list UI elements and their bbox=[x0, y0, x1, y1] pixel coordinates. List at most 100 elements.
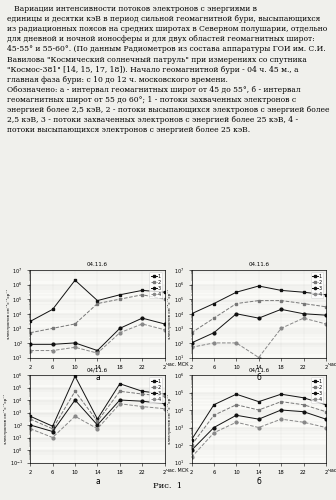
2 bbox=[118, 296, 122, 302]
3 bbox=[257, 416, 261, 422]
2 bbox=[279, 398, 283, 404]
3 bbox=[28, 342, 32, 347]
1 bbox=[324, 292, 328, 298]
3 bbox=[324, 416, 328, 422]
3 bbox=[95, 422, 99, 428]
3 bbox=[234, 310, 238, 317]
Line: 3: 3 bbox=[190, 408, 327, 452]
3 bbox=[279, 306, 283, 312]
3 bbox=[190, 340, 194, 346]
3 bbox=[73, 397, 77, 403]
2 bbox=[212, 315, 216, 321]
3 bbox=[163, 401, 167, 407]
4 bbox=[301, 419, 305, 425]
1 bbox=[212, 300, 216, 306]
Line: 2: 2 bbox=[190, 299, 327, 334]
1 bbox=[140, 388, 144, 394]
1 bbox=[279, 288, 283, 294]
4 bbox=[73, 344, 77, 350]
Line: 2: 2 bbox=[190, 400, 327, 446]
1 bbox=[51, 306, 55, 312]
Line: 1: 1 bbox=[190, 284, 327, 315]
2 bbox=[234, 300, 238, 306]
4 bbox=[324, 321, 328, 327]
3 bbox=[212, 424, 216, 430]
2 bbox=[324, 304, 328, 310]
1 bbox=[190, 310, 194, 317]
2 bbox=[140, 391, 144, 397]
4 bbox=[279, 326, 283, 332]
Text: б: б bbox=[256, 478, 261, 486]
3 bbox=[118, 397, 122, 403]
4 bbox=[28, 348, 32, 354]
2 bbox=[212, 412, 216, 418]
Line: 4: 4 bbox=[29, 322, 166, 354]
3 bbox=[234, 412, 238, 418]
2 bbox=[257, 298, 261, 304]
Line: 1: 1 bbox=[29, 279, 166, 323]
1 bbox=[140, 288, 144, 294]
4 bbox=[118, 330, 122, 336]
Y-axis label: электронов см⁻²с⁻¹ср⁻¹: электронов см⁻²с⁻¹ср⁻¹ bbox=[7, 289, 11, 339]
1 bbox=[324, 402, 328, 407]
4 bbox=[257, 354, 261, 360]
Y-axis label: электронов см⁻²с⁻¹ср⁻¹: электронов см⁻²с⁻¹ср⁻¹ bbox=[168, 289, 172, 339]
3 bbox=[118, 326, 122, 332]
Line: 3: 3 bbox=[29, 398, 166, 433]
1 bbox=[28, 414, 32, 420]
Legend: 1, 2, 3, 4: 1, 2, 3, 4 bbox=[311, 272, 324, 298]
3 bbox=[301, 408, 305, 414]
Line: 2: 2 bbox=[29, 294, 166, 334]
1 bbox=[118, 380, 122, 386]
2 bbox=[234, 402, 238, 407]
1 bbox=[279, 391, 283, 397]
2 bbox=[140, 292, 144, 298]
4 bbox=[95, 426, 99, 432]
Text: б: б bbox=[256, 372, 261, 382]
2 bbox=[279, 298, 283, 304]
Text: 04.11.б: 04.11.б bbox=[87, 262, 108, 267]
4 bbox=[257, 424, 261, 430]
4 bbox=[163, 326, 167, 332]
Text: а: а bbox=[95, 478, 100, 486]
Text: Вариации интенсивности потоков электронов с энергиями в
единицы и десятки кэВ в : Вариации интенсивности потоков электроно… bbox=[7, 5, 329, 134]
1 bbox=[301, 395, 305, 401]
4 bbox=[163, 406, 167, 411]
Text: час. МСК: час. МСК bbox=[328, 468, 336, 472]
Text: час. МСК: час. МСК bbox=[166, 468, 189, 472]
Y-axis label: электронов см⁻²с⁻¹ср⁻¹: электронов см⁻²с⁻¹ср⁻¹ bbox=[4, 394, 8, 444]
4 bbox=[212, 340, 216, 346]
Line: 3: 3 bbox=[190, 308, 327, 344]
Text: 04/11.б: 04/11.б bbox=[87, 367, 108, 372]
2 bbox=[95, 418, 99, 424]
Line: 4: 4 bbox=[190, 317, 327, 359]
2 bbox=[95, 300, 99, 306]
1 bbox=[257, 283, 261, 289]
Line: 1: 1 bbox=[29, 375, 166, 428]
3 bbox=[73, 340, 77, 346]
4 bbox=[73, 414, 77, 420]
3 bbox=[28, 422, 32, 428]
2 bbox=[51, 426, 55, 432]
Legend: 1, 2, 3, 4: 1, 2, 3, 4 bbox=[150, 378, 162, 404]
3 bbox=[140, 398, 144, 404]
1 bbox=[163, 289, 167, 295]
4 bbox=[234, 340, 238, 346]
Line: 4: 4 bbox=[29, 402, 166, 439]
3 bbox=[51, 342, 55, 347]
4 bbox=[234, 419, 238, 425]
Text: час. МСК: час. МСК bbox=[166, 362, 189, 368]
4 bbox=[140, 321, 144, 327]
4 bbox=[324, 424, 328, 430]
3 bbox=[163, 321, 167, 327]
2 bbox=[163, 296, 167, 302]
3 bbox=[257, 315, 261, 321]
2 bbox=[73, 321, 77, 327]
4 bbox=[212, 430, 216, 436]
1 bbox=[234, 391, 238, 397]
Legend: 1, 2, 3, 4: 1, 2, 3, 4 bbox=[150, 272, 162, 298]
1 bbox=[95, 416, 99, 422]
4 bbox=[140, 404, 144, 409]
1 bbox=[301, 289, 305, 295]
1 bbox=[28, 318, 32, 324]
